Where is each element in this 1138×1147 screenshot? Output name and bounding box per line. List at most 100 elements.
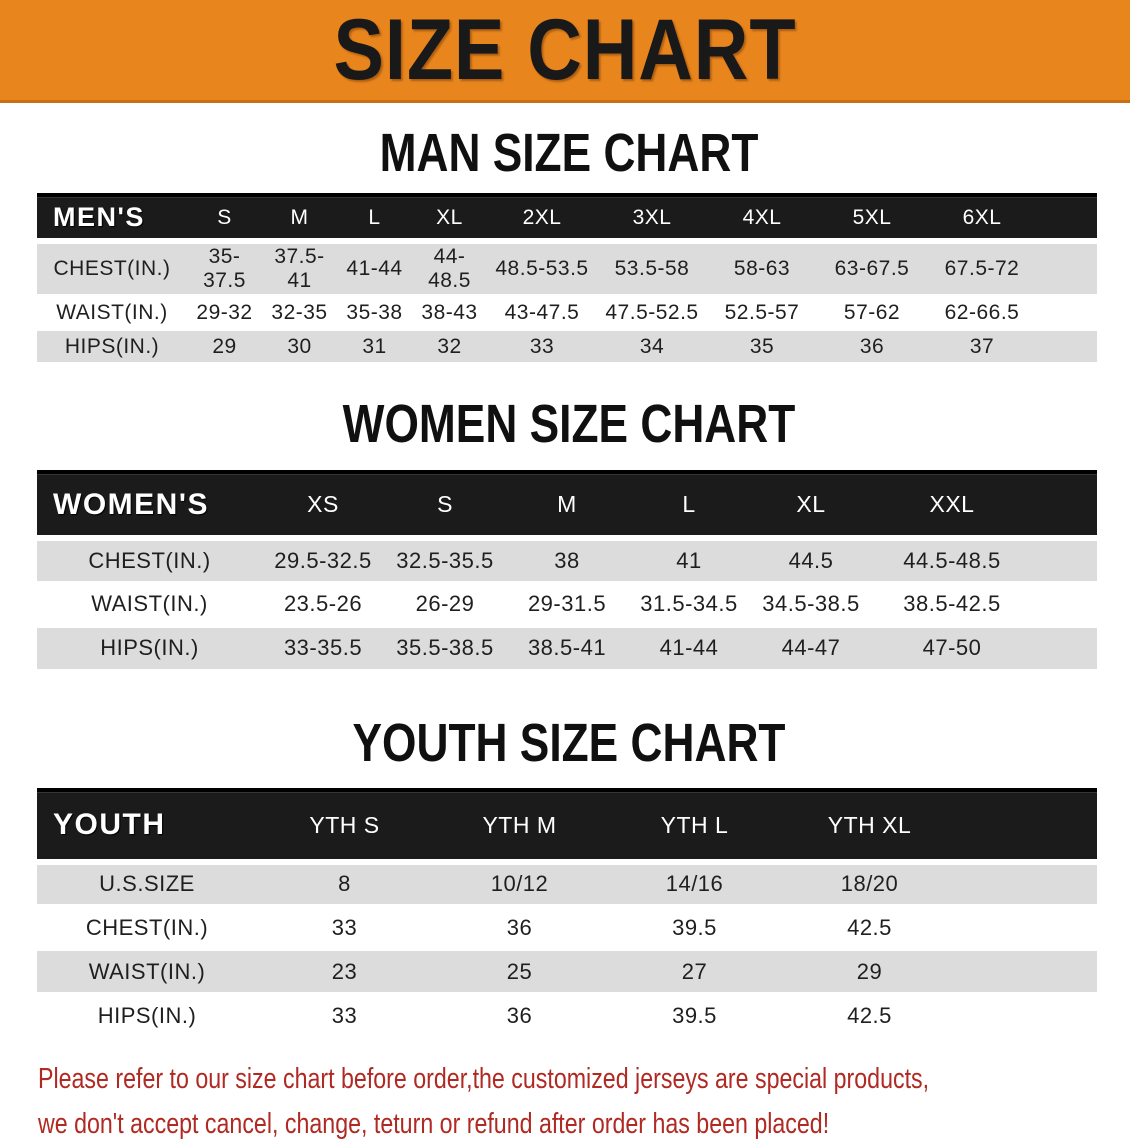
- column-header: 2XL: [487, 193, 597, 244]
- size-cell: 32.5-35.5: [384, 536, 506, 584]
- size-cell: 26-29: [384, 580, 506, 628]
- size-cell: 29: [187, 328, 262, 365]
- size-cell: 29.5-32.5: [262, 536, 384, 584]
- section-women: WOMEN SIZE CHART WOMEN'S XS S M L XL XXL CHEST(…: [0, 397, 1138, 672]
- row-filler: [957, 948, 1097, 995]
- table-row: CHEST(IN.) 29.5-32.5 32.5-35.5 38 41 44.5 44.5…: [37, 536, 1097, 584]
- column-header: YTH L: [607, 787, 782, 865]
- size-cell: 53.5-58: [597, 239, 707, 297]
- row-label: WAIST(IN.): [37, 580, 262, 628]
- size-cell: 30: [262, 328, 337, 365]
- size-cell: 32: [412, 328, 487, 365]
- size-cell: 48.5-53.5: [487, 239, 597, 297]
- size-cell: 41: [628, 536, 750, 584]
- row-label: HIPS(IN.): [37, 624, 262, 672]
- table-row: HIPS(IN.) 33-35.5 35.5-38.5 38.5-41 41-44 44-…: [37, 624, 1097, 672]
- row-filler: [957, 904, 1097, 951]
- row-filler: [1032, 624, 1097, 672]
- column-header: XL: [412, 193, 487, 244]
- table-group-label: WOMEN'S: [37, 470, 262, 541]
- size-cell: 58-63: [707, 239, 817, 297]
- column-header: L: [337, 193, 412, 244]
- size-cell: 44-48.5: [412, 239, 487, 297]
- size-cell: 29-31.5: [506, 580, 628, 628]
- table-group-label: MEN'S: [37, 193, 187, 244]
- column-header: YTH XL: [782, 787, 957, 865]
- column-header: XL: [750, 470, 872, 541]
- column-header: M: [262, 193, 337, 244]
- size-cell: 42.5: [782, 904, 957, 951]
- table-row: WAIST(IN.) 29-32 32-35 35-38 38-43 43-47.5 47.…: [37, 294, 1097, 331]
- size-cell: 23: [257, 948, 432, 995]
- size-cell: 38-43: [412, 294, 487, 331]
- size-cell: 33: [257, 904, 432, 951]
- banner: SIZE CHART: [0, 0, 1130, 103]
- row-label: CHEST(IN.): [37, 239, 187, 297]
- column-header: XS: [262, 470, 384, 541]
- header-filler: [1032, 470, 1097, 541]
- column-header: YTH S: [257, 787, 432, 865]
- notice-line-1: Please refer to our size chart before or…: [38, 1063, 930, 1095]
- size-cell: 41-44: [628, 624, 750, 672]
- size-cell: 37.5-41: [262, 239, 337, 297]
- size-cell: 47.5-52.5: [597, 294, 707, 331]
- size-cell: 35.5-38.5: [384, 624, 506, 672]
- table-row: WAIST(IN.) 23 25 27 29: [37, 948, 1097, 995]
- size-cell: 36: [432, 992, 607, 1039]
- size-cell: 35-38: [337, 294, 412, 331]
- footer-notice: Please refer to our size chart before or…: [38, 1057, 1138, 1147]
- row-filler: [1032, 536, 1097, 584]
- column-header: 5XL: [817, 193, 927, 244]
- table-row: HIPS(IN.) 29 30 31 32 33 34 35 36 37: [37, 328, 1097, 365]
- size-cell: 35: [707, 328, 817, 365]
- size-cell: 10/12: [432, 860, 607, 907]
- size-cell: 33-35.5: [262, 624, 384, 672]
- size-cell: 37: [927, 328, 1037, 365]
- size-cell: 39.5: [607, 904, 782, 951]
- table-row: U.S.SIZE 8 10/12 14/16 18/20: [37, 860, 1097, 907]
- section-men: MAN SIZE CHART MEN'S S M L XL 2XL 3XL 4XL 5XL 6XL…: [0, 126, 1138, 365]
- row-label: HIPS(IN.): [37, 328, 187, 365]
- size-cell: 52.5-57: [707, 294, 817, 331]
- size-cell: 44-47: [750, 624, 872, 672]
- size-cell: 31: [337, 328, 412, 365]
- row-label: CHEST(IN.): [37, 536, 262, 584]
- size-cell: 31.5-34.5: [628, 580, 750, 628]
- notice-line-2: we don't accept cancel, change, teturn o…: [38, 1108, 830, 1140]
- table-group-label: YOUTH: [37, 787, 257, 865]
- row-label: HIPS(IN.): [37, 992, 257, 1039]
- size-cell: 38.5-42.5: [872, 580, 1032, 628]
- row-filler: [1037, 239, 1097, 297]
- column-header: 6XL: [927, 193, 1037, 244]
- row-filler: [957, 860, 1097, 907]
- row-filler: [957, 992, 1097, 1039]
- column-header: S: [384, 470, 506, 541]
- charts-container: MAN SIZE CHART MEN'S S M L XL 2XL 3XL 4XL 5XL 6XL…: [0, 126, 1138, 1039]
- size-cell: 38: [506, 536, 628, 584]
- table-header-row: WOMEN'S XS S M L XL XXL: [37, 470, 1097, 541]
- row-label: WAIST(IN.): [37, 294, 187, 331]
- size-cell: 62-66.5: [927, 294, 1037, 331]
- size-table-youth: YOUTH YTH S YTH M YTH L YTH XL U.S.SIZE 8 10/12…: [37, 787, 1097, 1039]
- table-header-row: MEN'S S M L XL 2XL 3XL 4XL 5XL 6XL: [37, 193, 1097, 244]
- size-cell: 8: [257, 860, 432, 907]
- row-filler: [1037, 294, 1097, 331]
- table-row: CHEST(IN.) 35-37.5 37.5-41 41-44 44-48.5 48.5…: [37, 239, 1097, 297]
- size-cell: 35-37.5: [187, 239, 262, 297]
- size-cell: 29: [782, 948, 957, 995]
- column-header: M: [506, 470, 628, 541]
- size-cell: 63-67.5: [817, 239, 927, 297]
- row-label: WAIST(IN.): [37, 948, 257, 995]
- size-cell: 18/20: [782, 860, 957, 907]
- size-table-women: WOMEN'S XS S M L XL XXL CHEST(IN.) 29.5-32.5 32.5…: [37, 470, 1097, 672]
- table-row: CHEST(IN.) 33 36 39.5 42.5: [37, 904, 1097, 951]
- size-cell: 42.5: [782, 992, 957, 1039]
- column-header: XXL: [872, 470, 1032, 541]
- size-table-men: MEN'S S M L XL 2XL 3XL 4XL 5XL 6XL CHEST(IN.) 35-37…: [37, 193, 1097, 365]
- row-label: U.S.SIZE: [37, 860, 257, 907]
- size-cell: 36: [432, 904, 607, 951]
- table-row: HIPS(IN.) 33 36 39.5 42.5: [37, 992, 1097, 1039]
- size-cell: 57-62: [817, 294, 927, 331]
- size-cell: 25: [432, 948, 607, 995]
- column-header: 3XL: [597, 193, 707, 244]
